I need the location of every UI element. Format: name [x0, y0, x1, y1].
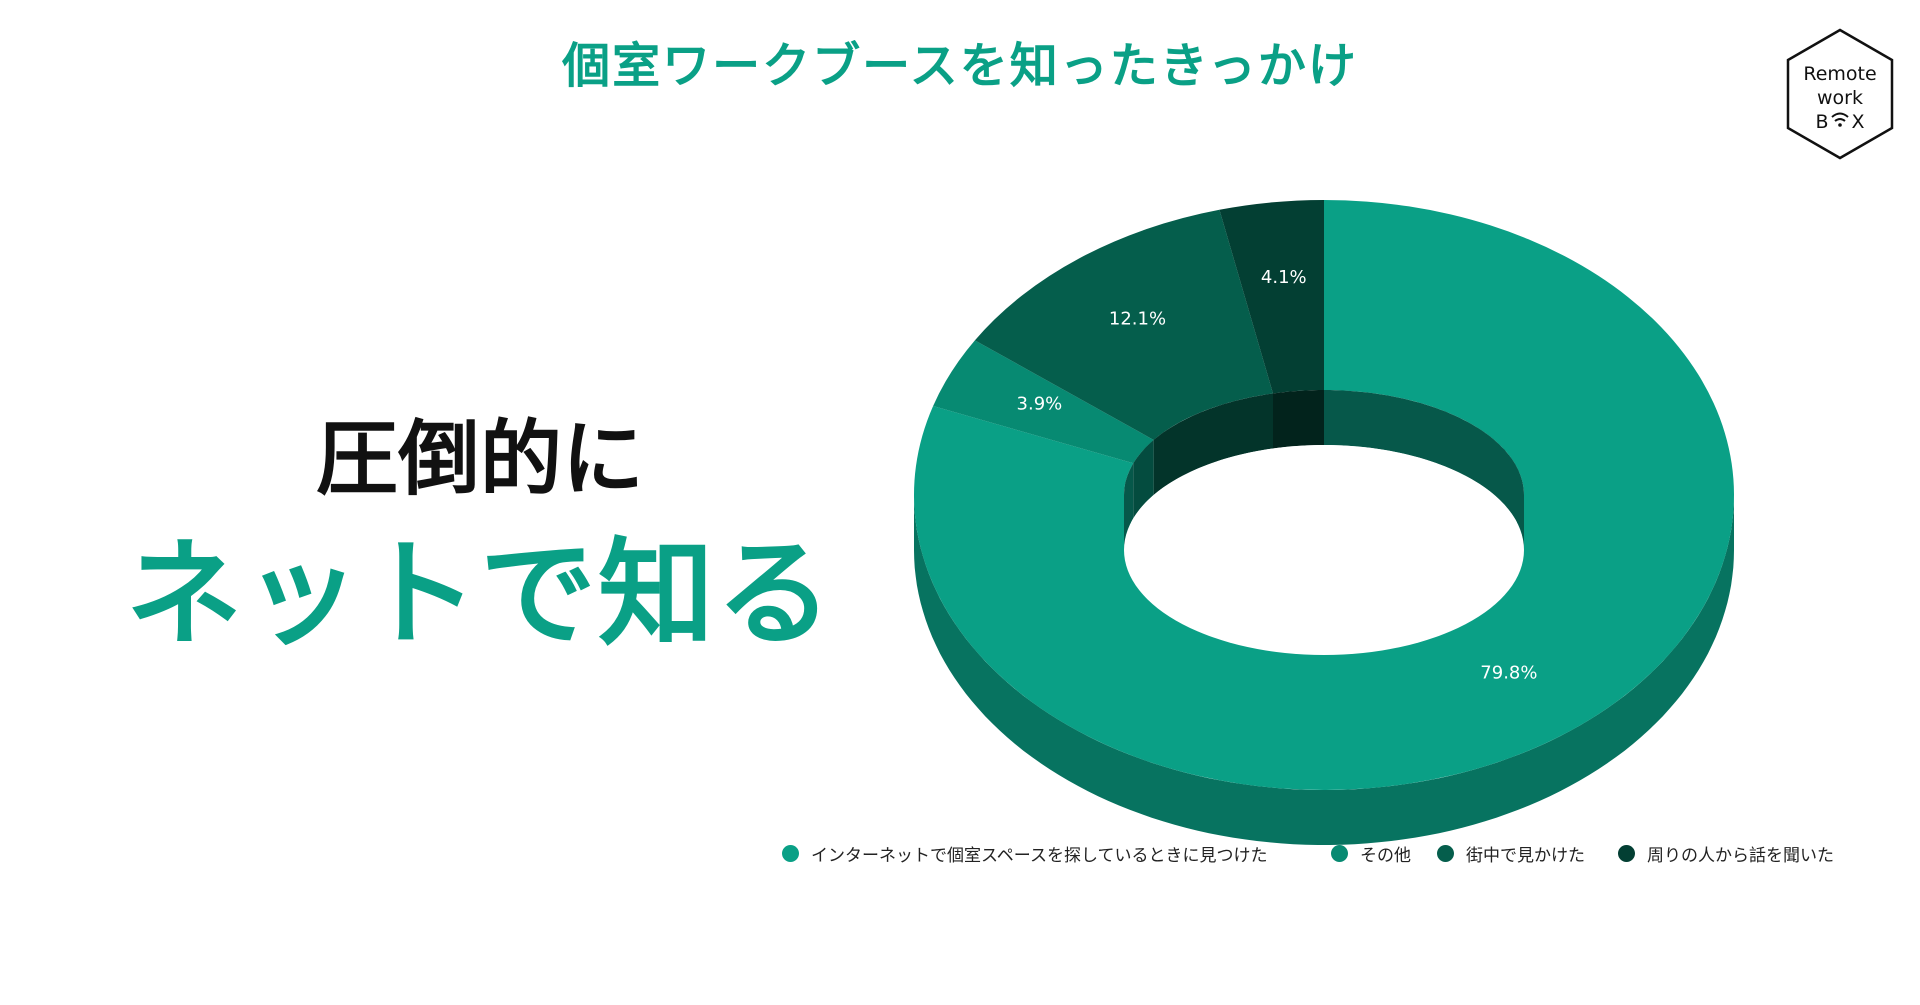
inner-wall-3-1: [1273, 390, 1324, 449]
slice-0: [913, 200, 1734, 790]
wifi-icon: [1831, 112, 1849, 127]
data-label-1: 3.9%: [1017, 393, 1063, 414]
slice-1: [933, 340, 1154, 464]
inner-wall-2-1: [1153, 393, 1273, 495]
inner-wall-0-0: [1324, 390, 1524, 550]
legend-item-3: 周りの人から話を聞いた: [1618, 838, 1834, 868]
remote-work-box-logo: Remote work B X: [1786, 28, 1894, 160]
outer-wall-0: [914, 495, 1734, 845]
logo-text-b: B: [1815, 111, 1828, 133]
legend-swatch: [1437, 844, 1454, 862]
logo-text-line2: work: [1817, 87, 1863, 109]
legend-swatch: [1331, 844, 1348, 862]
page-title: 個室ワークブースを知ったきっかけ: [562, 38, 1358, 94]
legend-item-2: 街中で見かけた: [1437, 838, 1585, 868]
legend-item-0: インターネットで個室スペースを探しているときに見つけた: [782, 838, 1267, 868]
data-label-3: 4.1%: [1261, 267, 1307, 288]
legend-label: 周りの人から話を聞いた: [1647, 845, 1834, 866]
slice-3: [1219, 200, 1324, 394]
slice-2: [974, 209, 1273, 440]
legend-item-1: その他: [1331, 838, 1411, 868]
data-label-0: 79.8%: [1480, 663, 1537, 684]
inner-wall-1-1: [1133, 439, 1154, 519]
legend-swatch: [1618, 844, 1635, 862]
logo-text-x: X: [1851, 111, 1864, 133]
inner-wall-0-1: [1124, 463, 1134, 550]
legend-label: インターネットで個室スペースを探しているときに見つけた: [811, 845, 1268, 866]
headline-line2: ネットで知る: [126, 527, 834, 662]
donut-hole: [1124, 445, 1524, 655]
data-label-2: 12.1%: [1109, 308, 1166, 329]
chart-legend: インターネットで個室スペースを探しているときに見つけた その他 街中で見かけた 周りの…: [0, 838, 1920, 868]
logo-hexagon: [1786, 28, 1894, 160]
legend-label: その他: [1360, 845, 1411, 866]
legend-label: 街中で見かけた: [1466, 845, 1585, 866]
legend-swatch: [782, 844, 799, 862]
headline-line1: 圧倒的に: [315, 412, 644, 507]
logo-text-line1: Remote: [1803, 63, 1876, 85]
